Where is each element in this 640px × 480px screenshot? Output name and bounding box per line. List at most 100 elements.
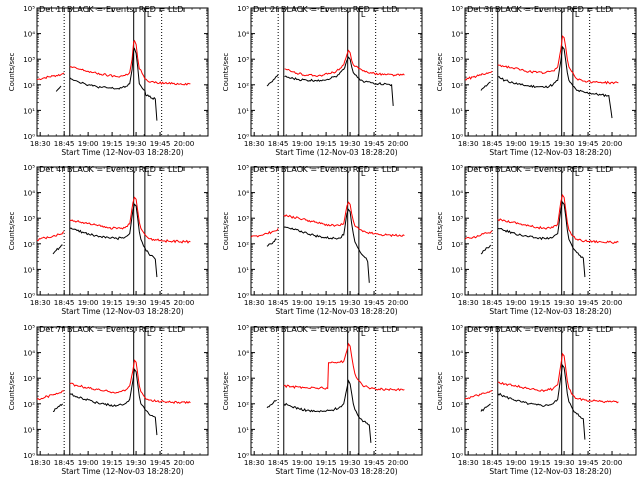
- lld-series-line: [250, 228, 279, 238]
- events-series-line: [69, 203, 158, 278]
- x-tick-label: 18:30: [30, 298, 51, 307]
- x-tick-label: 19:45: [364, 298, 385, 307]
- y-tick-label: 10⁵: [237, 5, 249, 13]
- detector-panel-2: Det 2f BLACK = Events, RED = LLD 10⁰ 10¹ 10…: [222, 4, 423, 157]
- x-tick-label: 19:00: [78, 139, 99, 148]
- x-tick-label: 19:15: [102, 298, 123, 307]
- events-series-line: [266, 399, 277, 409]
- x-tick-label: 18:30: [244, 458, 265, 467]
- x-axis-label: Start Time (12-Nov-03 18:28:20): [275, 307, 397, 316]
- x-tick-label: 19:00: [506, 298, 527, 307]
- x-tick-label: 19:30: [554, 298, 575, 307]
- events-series-line: [480, 244, 492, 255]
- x-tick-label: 18:30: [30, 139, 51, 148]
- lld-series-line: [464, 230, 493, 240]
- y-tick-label: 10⁰: [237, 133, 249, 141]
- y-tick-label: 10⁵: [237, 164, 249, 172]
- x-tick-label: 19:15: [316, 139, 337, 148]
- lld-series-line: [36, 390, 65, 401]
- y-axis-label: Counts/sec: [8, 212, 16, 251]
- events-series-line: [497, 363, 586, 440]
- x-tick-label: 18:45: [268, 298, 289, 307]
- x-axis-label: Start Time (12-Nov-03 18:28:20): [489, 148, 611, 157]
- y-tick-label: 10⁴: [23, 190, 35, 198]
- x-axis-label: Start Time (12-Nov-03 18:28:20): [61, 467, 183, 476]
- plot-frame: [36, 326, 209, 456]
- detector-panel-3: Det 3f BLACK = Events, RED = LLD 10⁰ 10¹ 10…: [436, 4, 637, 157]
- y-tick-label: 10³: [451, 56, 463, 64]
- x-tick-label: 18:45: [268, 458, 289, 467]
- y-axis-label: Counts/sec: [436, 372, 444, 411]
- x-tick-label: 19:15: [530, 139, 551, 148]
- marker-annotation: L: [575, 10, 580, 19]
- y-tick-label: 10³: [451, 375, 463, 383]
- plot-frame: [464, 7, 637, 137]
- x-axis-label: Start Time (12-Nov-03 18:28:20): [61, 148, 183, 157]
- y-tick-label: 10⁴: [23, 350, 35, 358]
- x-tick-label: 19:45: [578, 458, 599, 467]
- y-tick-label: 10⁴: [451, 190, 463, 198]
- events-series-line: [283, 379, 372, 443]
- y-tick-label: 10²: [23, 82, 35, 90]
- events-series-line: [55, 85, 62, 92]
- plot-frame: [250, 166, 423, 296]
- x-tick-label: 20:00: [602, 298, 623, 307]
- y-axis-label: Counts/sec: [436, 53, 444, 92]
- x-tick-label: 19:00: [292, 458, 313, 467]
- x-axis-label: Start Time (12-Nov-03 18:28:20): [489, 467, 611, 476]
- y-tick-label: 10²: [451, 82, 463, 90]
- y-tick-label: 10¹: [451, 266, 463, 274]
- x-tick-label: 19:30: [126, 298, 147, 307]
- plot-frame: [36, 166, 209, 296]
- events-series-line: [69, 368, 158, 436]
- x-tick-label: 19:15: [102, 458, 123, 467]
- y-tick-label: 10⁴: [237, 350, 249, 358]
- detector-panel-5: Det 5f BLACK = Events, RED = LLD 10⁰ 10¹ 10…: [222, 164, 423, 316]
- y-tick-label: 10¹: [237, 266, 249, 274]
- events-series-line: [284, 56, 394, 106]
- lld-series-line: [69, 359, 191, 405]
- x-tick-label: 19:00: [292, 139, 313, 148]
- x-tick-label: 19:15: [530, 458, 551, 467]
- y-tick-label: 10⁴: [23, 31, 35, 39]
- events-series-line: [266, 74, 279, 87]
- y-tick-label: 10²: [23, 401, 35, 409]
- marker-annotation: L: [361, 10, 366, 19]
- x-tick-label: 19:45: [578, 139, 599, 148]
- y-tick-label: 10¹: [237, 426, 249, 434]
- x-tick-label: 20:00: [388, 139, 409, 148]
- y-tick-label: 10⁰: [237, 452, 249, 460]
- y-tick-label: 10³: [451, 215, 463, 223]
- detector-panel-4: Det 4f BLACK = Events, RED = LLD 10⁰ 10¹ 10…: [8, 164, 209, 316]
- x-tick-label: 19:15: [530, 298, 551, 307]
- x-tick-label: 19:15: [316, 298, 337, 307]
- events-series-line: [266, 238, 277, 247]
- plot-frame: [464, 166, 637, 296]
- y-axis-label: Counts/sec: [222, 53, 230, 92]
- y-tick-label: 10²: [451, 401, 463, 409]
- lld-series-line: [464, 390, 493, 400]
- y-tick-label: 10³: [237, 56, 249, 64]
- y-tick-label: 10²: [451, 241, 463, 249]
- marker-annotation: L: [361, 329, 366, 338]
- y-tick-label: 10⁰: [451, 452, 463, 460]
- y-tick-label: 10⁵: [237, 324, 249, 332]
- y-tick-label: 10³: [237, 215, 249, 223]
- events-series-line: [283, 208, 370, 283]
- lld-series-line: [464, 70, 493, 81]
- x-tick-label: 19:30: [554, 139, 575, 148]
- detector-panel-9: Det 9f BLACK = Events, RED = LLD 10⁰ 10¹ 10…: [436, 324, 637, 476]
- y-axis-label: Counts/sec: [436, 212, 444, 251]
- y-tick-label: 10⁵: [23, 324, 35, 332]
- marker-annotation: L: [147, 10, 152, 19]
- events-series-line: [52, 403, 63, 412]
- x-tick-label: 19:30: [126, 139, 147, 148]
- y-axis-label: Counts/sec: [222, 372, 230, 411]
- events-series-line: [52, 244, 63, 255]
- panel-title: Det 5f BLACK = Events, RED = LLD: [253, 164, 397, 174]
- y-axis-label: Counts/sec: [8, 53, 16, 92]
- y-tick-label: 10⁰: [23, 292, 35, 300]
- x-axis-label: Start Time (12-Nov-03 18:28:20): [275, 148, 397, 157]
- x-tick-label: 18:30: [244, 139, 265, 148]
